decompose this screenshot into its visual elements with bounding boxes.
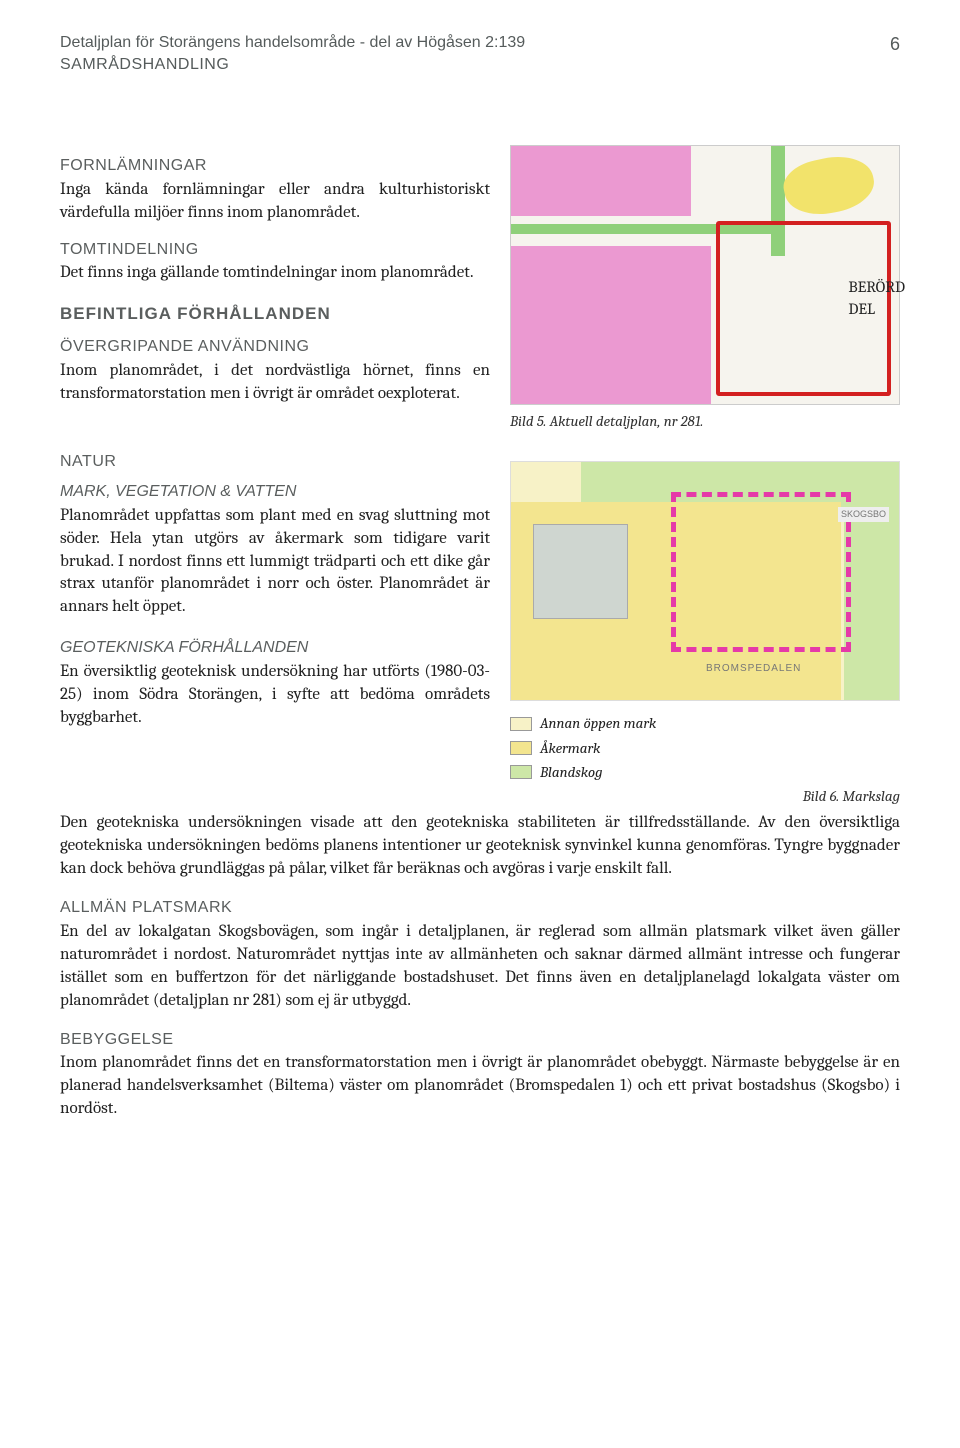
subheading-mark-vegetation: MARK, VEGETATION & VATTEN (60, 481, 490, 503)
heading-allman-platsmark: ALLMÄN PLATSMARK (60, 897, 900, 919)
legend-label-1: Åkermark (540, 738, 600, 758)
text-tomtindelning: Det finns inga gällande tomtindelningar … (60, 262, 490, 285)
map1-pink-region-top (511, 146, 691, 216)
legend-swatch-0 (510, 717, 532, 731)
legend-swatch-2 (510, 765, 532, 779)
heading-bebyggelse: BEBYGGELSE (60, 1029, 900, 1051)
legend-row-1: Åkermark (510, 738, 900, 758)
legend-row-2: Blandskog (510, 762, 900, 782)
legend-swatch-1 (510, 741, 532, 755)
figure5-caption: Bild 5. Aktuell detaljplan, nr 281. (510, 411, 900, 431)
map2-label-bromspedalen: BROMSPEDALEN (706, 662, 801, 676)
map1-label-line2: DEL (848, 299, 905, 321)
map1-label-line1: BERÖRD (848, 277, 905, 299)
heading-tomtindelning: TOMTINDELNING (60, 239, 490, 261)
heading-overgripande: ÖVERGRIPANDE ANVÄNDNING (60, 336, 490, 358)
map1-pink-region-main (511, 246, 711, 405)
text-fornlamningar: Inga kända fornlämningar eller andra kul… (60, 179, 490, 225)
page-header: Detaljplan för Storängens handelsområde … (60, 32, 900, 75)
doc-title: Detaljplan för Storängens handelsområde … (60, 32, 525, 54)
map2-legend: Annan öppen mark Åkermark Blandskog (510, 713, 900, 782)
map2-forest-right (844, 462, 899, 701)
heading-natur: NATUR (60, 451, 490, 473)
text-geoteknik-p1: En översiktlig geoteknisk undersökning h… (60, 661, 490, 730)
text-overgripande: Inom planområdet, i det nordvästliga hör… (60, 360, 490, 406)
text-geoteknik-p2: Den geotekniska undersökningen visade at… (60, 812, 900, 881)
text-allman-platsmark: En del av lokalgatan Skogsbovägen, som i… (60, 921, 900, 1013)
legend-label-2: Blandskog (540, 762, 603, 782)
figure6-caption: Bild 6. Markslag (510, 786, 900, 806)
legend-label-0: Annan öppen mark (540, 713, 656, 733)
heading-befintliga: BEFINTLIGA FÖRHÅLLANDEN (60, 303, 490, 326)
page-number: 6 (890, 32, 900, 75)
map2-label-skogsbo: SKOGSBO (838, 507, 889, 521)
text-natur: Planområdet uppfattas som plant med en s… (60, 505, 490, 620)
subheading-geoteknik: GEOTEKNISKA FÖRHÅLLANDEN (60, 637, 490, 659)
map2-building (533, 524, 628, 619)
map1-label-berord: BERÖRD DEL (848, 277, 905, 320)
map2-plan-boundary (671, 492, 851, 652)
map-markslag: BROMSPEDALEN SKOGSBO (510, 461, 900, 701)
text-bebyggelse: Inom planområdet finns det en transforma… (60, 1052, 900, 1121)
map1-yellow-region (779, 149, 878, 222)
map-detaljplan (510, 145, 900, 405)
legend-row-0: Annan öppen mark (510, 713, 900, 733)
header-title-block: Detaljplan för Storängens handelsområde … (60, 32, 525, 75)
doc-subtitle: SAMRÅDSHANDLING (60, 54, 525, 76)
heading-fornlamningar: FORNLÄMNINGAR (60, 155, 490, 177)
